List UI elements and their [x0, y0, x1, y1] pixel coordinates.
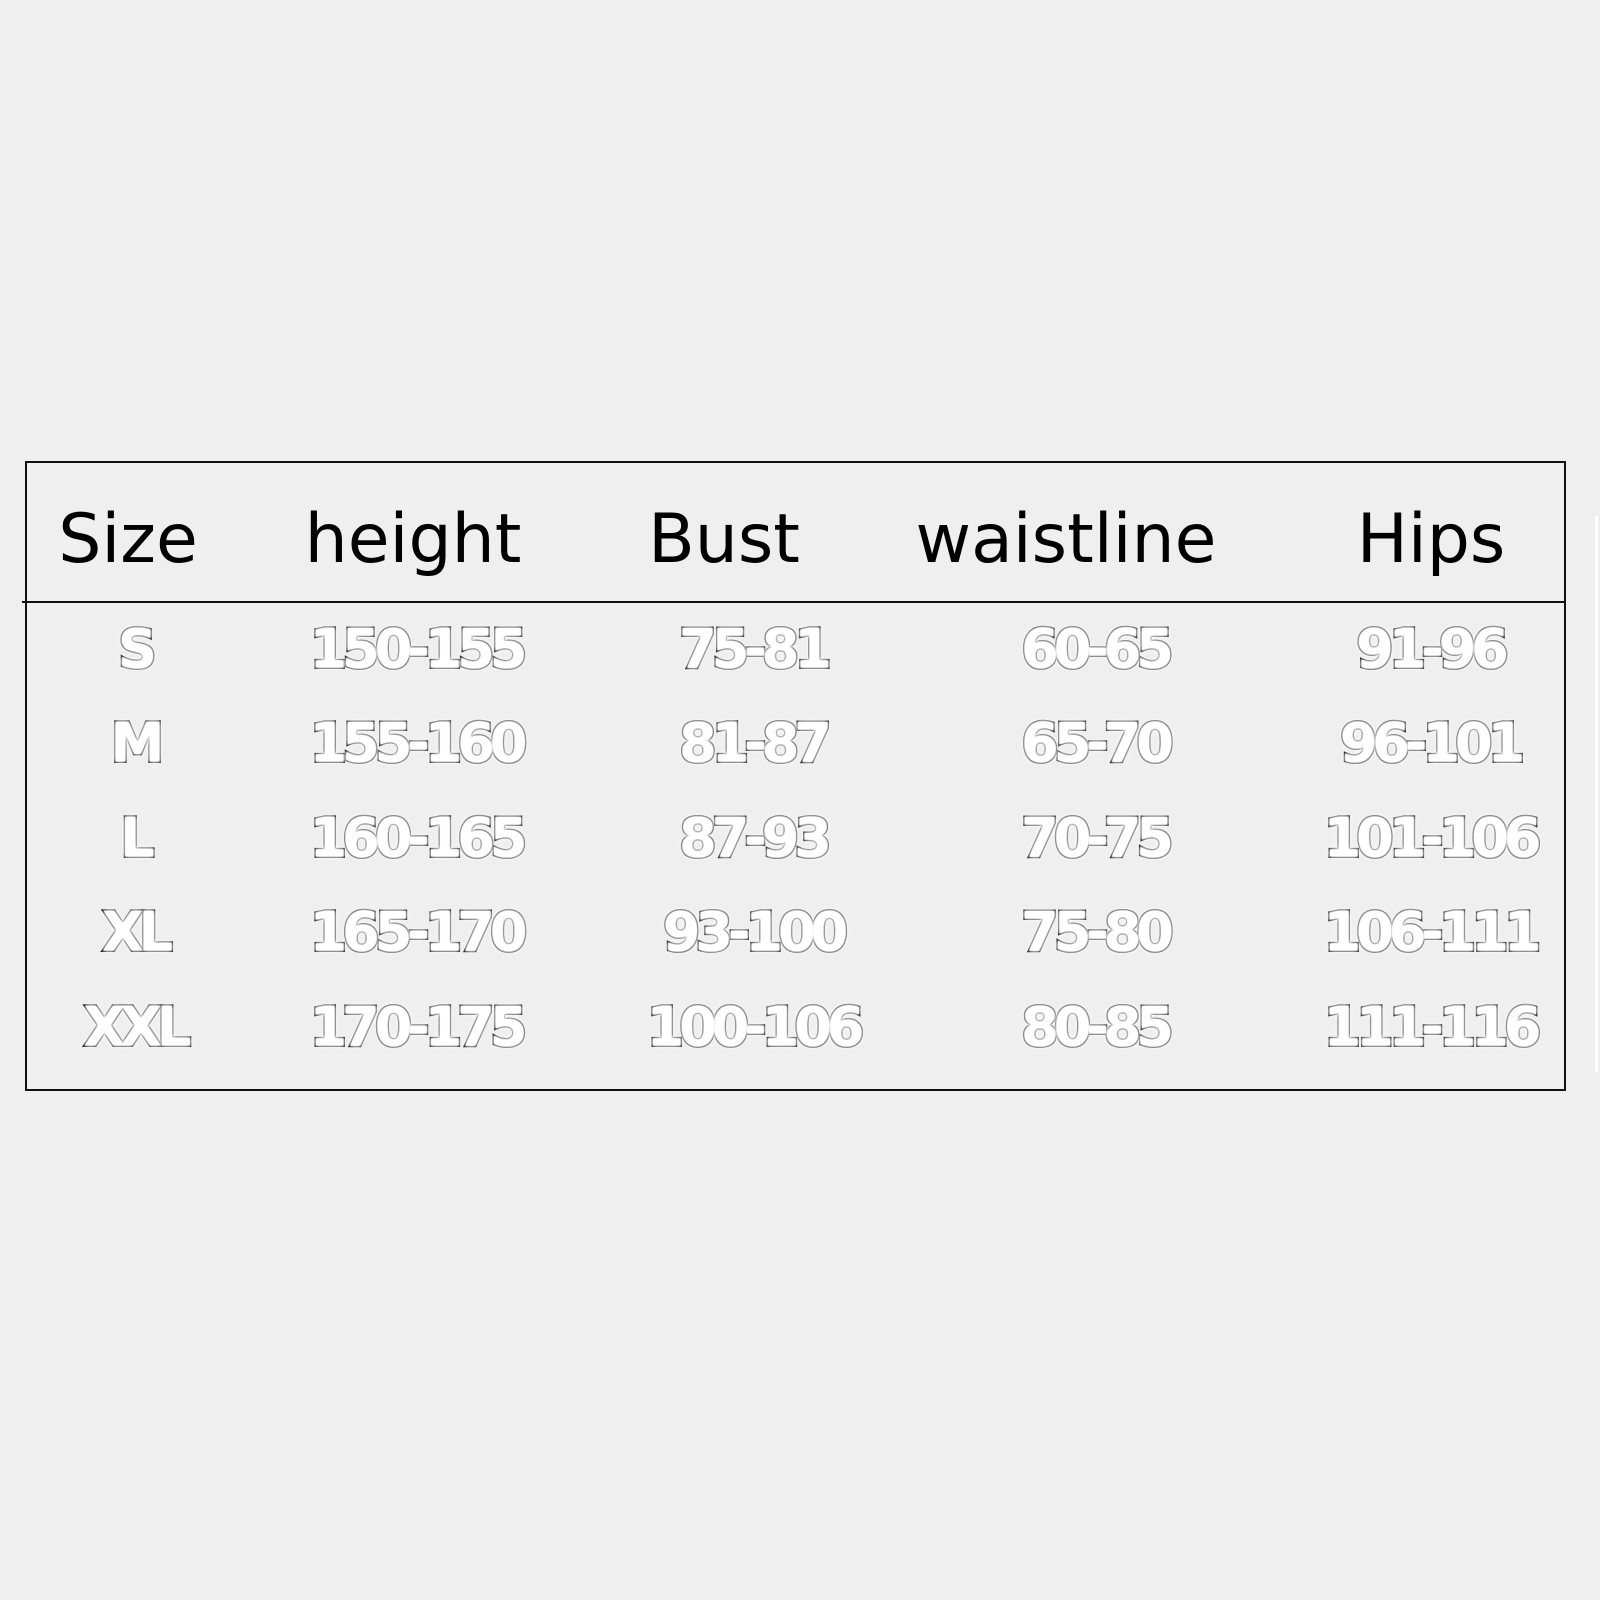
- cell-height: 155-160: [308, 710, 529, 776]
- cell-hips: 111-116: [1322, 994, 1543, 1060]
- cell-height: 165-170: [308, 899, 529, 965]
- cell-waistline: 75-80: [1020, 899, 1176, 965]
- cell-waistline: 70-75: [1020, 805, 1176, 871]
- cell-bust: 100-106: [645, 994, 866, 1060]
- edge-line: [1595, 516, 1598, 1072]
- cell-hips: 91-96: [1355, 616, 1511, 682]
- cell-bust: 81-87: [678, 710, 834, 776]
- column-header-height: height: [304, 500, 522, 579]
- cell-height: 160-165: [308, 805, 529, 871]
- cell-size: L: [119, 805, 157, 871]
- cell-waistline: 65-70: [1020, 710, 1176, 776]
- column-header-bust: Bust: [648, 500, 800, 579]
- cell-height: 170-175: [308, 994, 529, 1060]
- cell-height: 150-155: [308, 616, 529, 682]
- cell-hips: 101-106: [1322, 805, 1543, 871]
- cell-size: XL: [100, 899, 174, 965]
- cell-size: S: [117, 616, 159, 682]
- column-header-waistline: waistline: [915, 500, 1217, 579]
- cell-hips: 106-111: [1322, 899, 1543, 965]
- cell-size: M: [109, 710, 166, 776]
- cell-waistline: 60-65: [1020, 616, 1176, 682]
- header-divider: [22, 601, 1566, 603]
- cell-size: XXL: [82, 994, 193, 1060]
- column-header-hips: Hips: [1356, 500, 1506, 579]
- cell-waistline: 80-85: [1020, 994, 1176, 1060]
- cell-bust: 93-100: [661, 899, 849, 965]
- size-chart-table: [25, 461, 1566, 1091]
- column-header-size: Size: [58, 500, 198, 579]
- cell-bust: 75-81: [678, 616, 834, 682]
- cell-hips: 96-101: [1338, 710, 1526, 776]
- cell-bust: 87-93: [678, 805, 834, 871]
